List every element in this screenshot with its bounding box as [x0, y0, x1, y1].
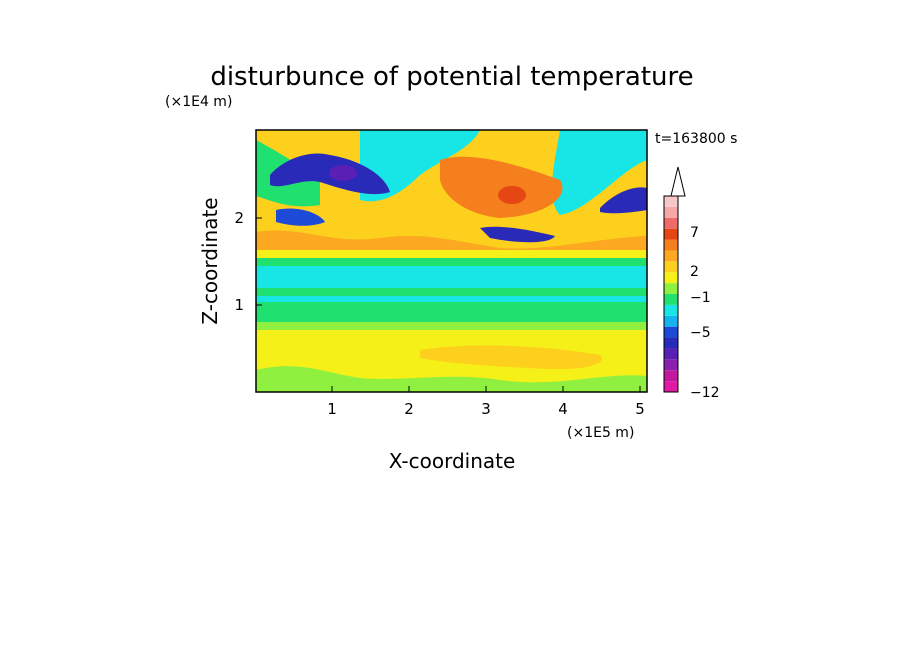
negative-west-lower	[276, 208, 325, 226]
colorbar-swatch	[664, 272, 678, 284]
x-tick-label: 2	[404, 400, 414, 418]
colorbar-swatch	[664, 348, 678, 360]
plot-frame	[255, 129, 648, 393]
colorbar-swatch	[664, 261, 678, 273]
upper-cyan-region	[360, 130, 480, 202]
negative-center-blue	[480, 226, 555, 243]
negative-west-core	[329, 165, 357, 181]
upper-orange-band	[256, 230, 647, 255]
colorbar-swatch	[664, 228, 678, 240]
colorbar-swatch	[664, 294, 678, 305]
colorbar-swatch	[664, 326, 678, 338]
x-axis-label: X-coordinate	[389, 449, 516, 473]
colorbar-tick-label: 2	[690, 264, 699, 280]
x-tick-label: 5	[635, 400, 645, 418]
colorbar-swatch	[664, 304, 678, 316]
colorbar-swatch	[664, 315, 678, 327]
colorbar-extend-arrow	[670, 166, 686, 197]
time-label: t=163800 s	[655, 131, 737, 147]
colorbar-tick-label: −12	[690, 385, 720, 401]
y-axis-label: Z-coordinate	[198, 197, 222, 324]
colorbar-swatch	[664, 370, 678, 382]
y-unit-label: (×1E4 m)	[165, 94, 232, 110]
x-tick-label: 4	[558, 400, 568, 418]
lime-band	[256, 322, 647, 330]
negative-east-blue	[600, 187, 647, 214]
colorbar-tick-label: 7	[690, 225, 699, 241]
upper-orange-patch	[440, 156, 563, 218]
colorbar-swatch	[664, 359, 678, 371]
surface-green	[256, 366, 647, 392]
y-tick-label: 2	[234, 209, 244, 227]
colorbar-tick-label: −1	[690, 290, 711, 306]
colorbar-swatch	[664, 206, 678, 218]
colorbar-swatch	[664, 337, 678, 349]
colorbar	[663, 195, 679, 393]
lower-orange	[420, 345, 602, 370]
positive-core	[498, 186, 526, 204]
colorbar-swatch	[664, 239, 678, 251]
y-tick-label: 1	[234, 296, 244, 314]
colorbar-swatch	[664, 217, 678, 229]
colorbar-swatch	[664, 381, 678, 392]
colorbar-swatch	[664, 250, 678, 262]
cyan-band-lower	[256, 296, 647, 302]
x-unit-label: (×1E5 m)	[567, 425, 634, 441]
axis-ticks	[256, 217, 641, 392]
colorbar-swatch	[664, 283, 678, 294]
x-tick-label: 1	[327, 400, 337, 418]
colorbar-tick-label: −5	[690, 325, 711, 341]
chart-title: disturbunce of potential temperature	[210, 62, 693, 92]
upper-cyan-region-east	[552, 130, 647, 215]
colorbar-swatch	[664, 196, 678, 207]
green-band-upper	[256, 258, 647, 266]
x-tick-label: 3	[481, 400, 491, 418]
contour-field	[256, 130, 647, 392]
cyan-band	[256, 266, 647, 288]
